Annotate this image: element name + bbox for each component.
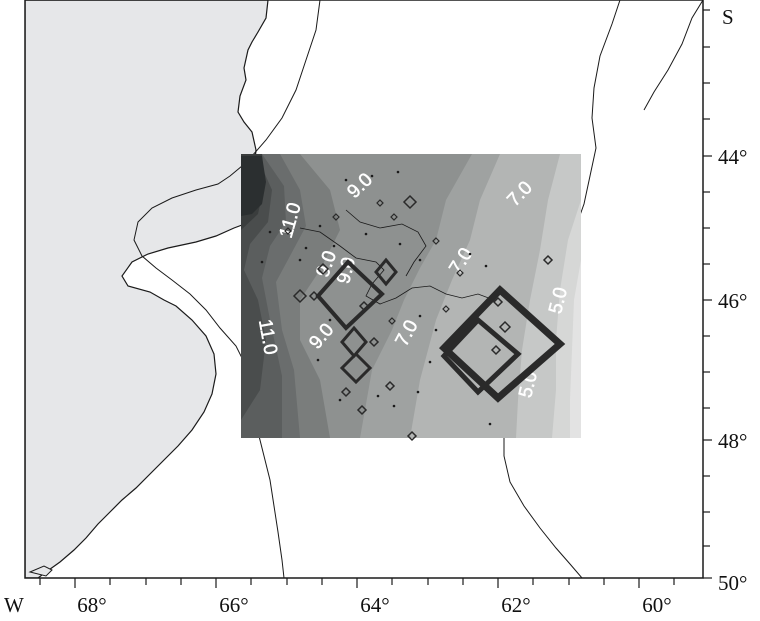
diamond-marker-medium bbox=[315, 259, 385, 331]
sample-points bbox=[260, 170, 492, 426]
diamond-marker-small bbox=[358, 300, 370, 312]
temperature-field bbox=[241, 154, 581, 438]
catch-markers bbox=[284, 194, 566, 442]
diamond-marker-small bbox=[332, 213, 340, 221]
diamond-marker-small bbox=[456, 269, 464, 277]
diamond-marker-small bbox=[390, 213, 398, 221]
diamond-marker-small bbox=[356, 404, 368, 416]
diamond-marker-small bbox=[542, 254, 554, 266]
lat-tick-label: 50° bbox=[718, 571, 747, 595]
diamond-marker-small bbox=[284, 227, 292, 235]
diamond-marker-small bbox=[490, 344, 502, 356]
diamond-marker-small bbox=[432, 237, 440, 245]
lon-tick-label: 62° bbox=[501, 593, 530, 617]
lat-tick-label: 46° bbox=[718, 289, 747, 313]
diamond-marker-small bbox=[402, 194, 418, 210]
lon-tick-label: 66° bbox=[219, 593, 248, 617]
diamond-marker-small bbox=[340, 386, 352, 398]
map-frame bbox=[24, 0, 704, 579]
diamond-marker-small bbox=[368, 336, 380, 348]
diamond-marker-small bbox=[384, 380, 396, 392]
lat-tick-label: 44° bbox=[718, 145, 747, 169]
diamond-marker-small bbox=[316, 262, 330, 276]
diamond-marker-small bbox=[308, 290, 320, 302]
diamond-marker-small bbox=[388, 317, 396, 325]
lon-tick-label: 64° bbox=[360, 593, 389, 617]
diamond-marker-medium bbox=[374, 257, 398, 287]
lon-tick-label: 68° bbox=[77, 593, 106, 617]
diamond-marker-small bbox=[406, 430, 418, 442]
lat-tick-label: 48° bbox=[718, 429, 747, 453]
diamond-marker-medium bbox=[339, 351, 373, 385]
diamond-marker-large bbox=[440, 316, 522, 396]
diamond-marker-small bbox=[492, 296, 504, 308]
isobath-shelf bbox=[133, 0, 321, 578]
diamond-marker-small bbox=[376, 199, 384, 207]
longitude-axis bbox=[39, 578, 675, 588]
diamond-marker-large bbox=[438, 285, 566, 403]
land-mass bbox=[25, 0, 269, 578]
isobath-deep bbox=[643, 0, 703, 111]
hemisphere-label-west: W bbox=[4, 593, 24, 617]
hemisphere-label-south: S bbox=[722, 5, 734, 29]
latitude-axis bbox=[703, 9, 712, 579]
diamond-marker-small bbox=[498, 320, 512, 334]
island bbox=[28, 565, 53, 577]
diamond-marker-small bbox=[442, 305, 450, 313]
diamond-marker-small bbox=[292, 288, 308, 304]
lon-tick-label: 60° bbox=[642, 593, 671, 617]
